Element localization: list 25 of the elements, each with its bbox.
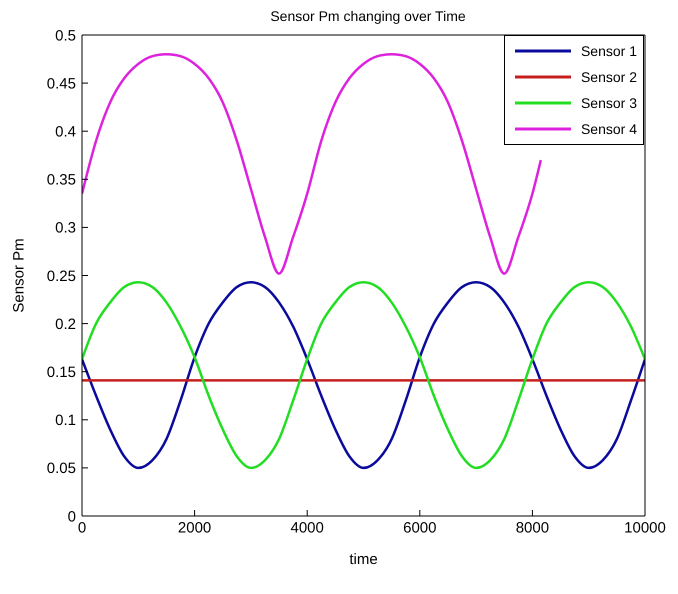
y-tick-label: 0.1 (55, 412, 76, 430)
legend-label: Sensor 1 (580, 43, 637, 59)
y-tick-label: 0.5 (55, 27, 76, 44)
x-tick-label: 6000 (403, 520, 436, 537)
y-tick-label: 0.45 (46, 75, 76, 92)
legend-label: Sensor 4 (580, 121, 637, 137)
x-tick-label: 4000 (290, 520, 324, 537)
y-tick-label: 0 (68, 508, 76, 526)
x-tick-label: 8000 (516, 520, 550, 537)
chart-title: Sensor Pm changing over Time (269, 8, 467, 26)
y-tick-label: 0.3 (55, 220, 76, 237)
legend-label: Sensor 2 (580, 69, 637, 85)
x-tick-label: 2000 (178, 520, 212, 537)
y-tick-label: 0.05 (46, 460, 76, 478)
x-tick-label: 10000 (624, 520, 666, 537)
legend-label: Sensor 3 (580, 95, 637, 111)
y-axis-title: Sensor Pm (10, 238, 28, 313)
line-series (82, 52, 542, 275)
y-tick-label: 0.2 (55, 316, 76, 333)
line-series (82, 280, 645, 470)
y-tick-label: 0.35 (46, 172, 76, 189)
y-tick-label: 0.15 (46, 364, 76, 382)
y-tick-label: 0.4 (55, 124, 76, 141)
y-tick-label: 0.25 (46, 268, 76, 285)
x-axis-title: time (349, 551, 378, 568)
